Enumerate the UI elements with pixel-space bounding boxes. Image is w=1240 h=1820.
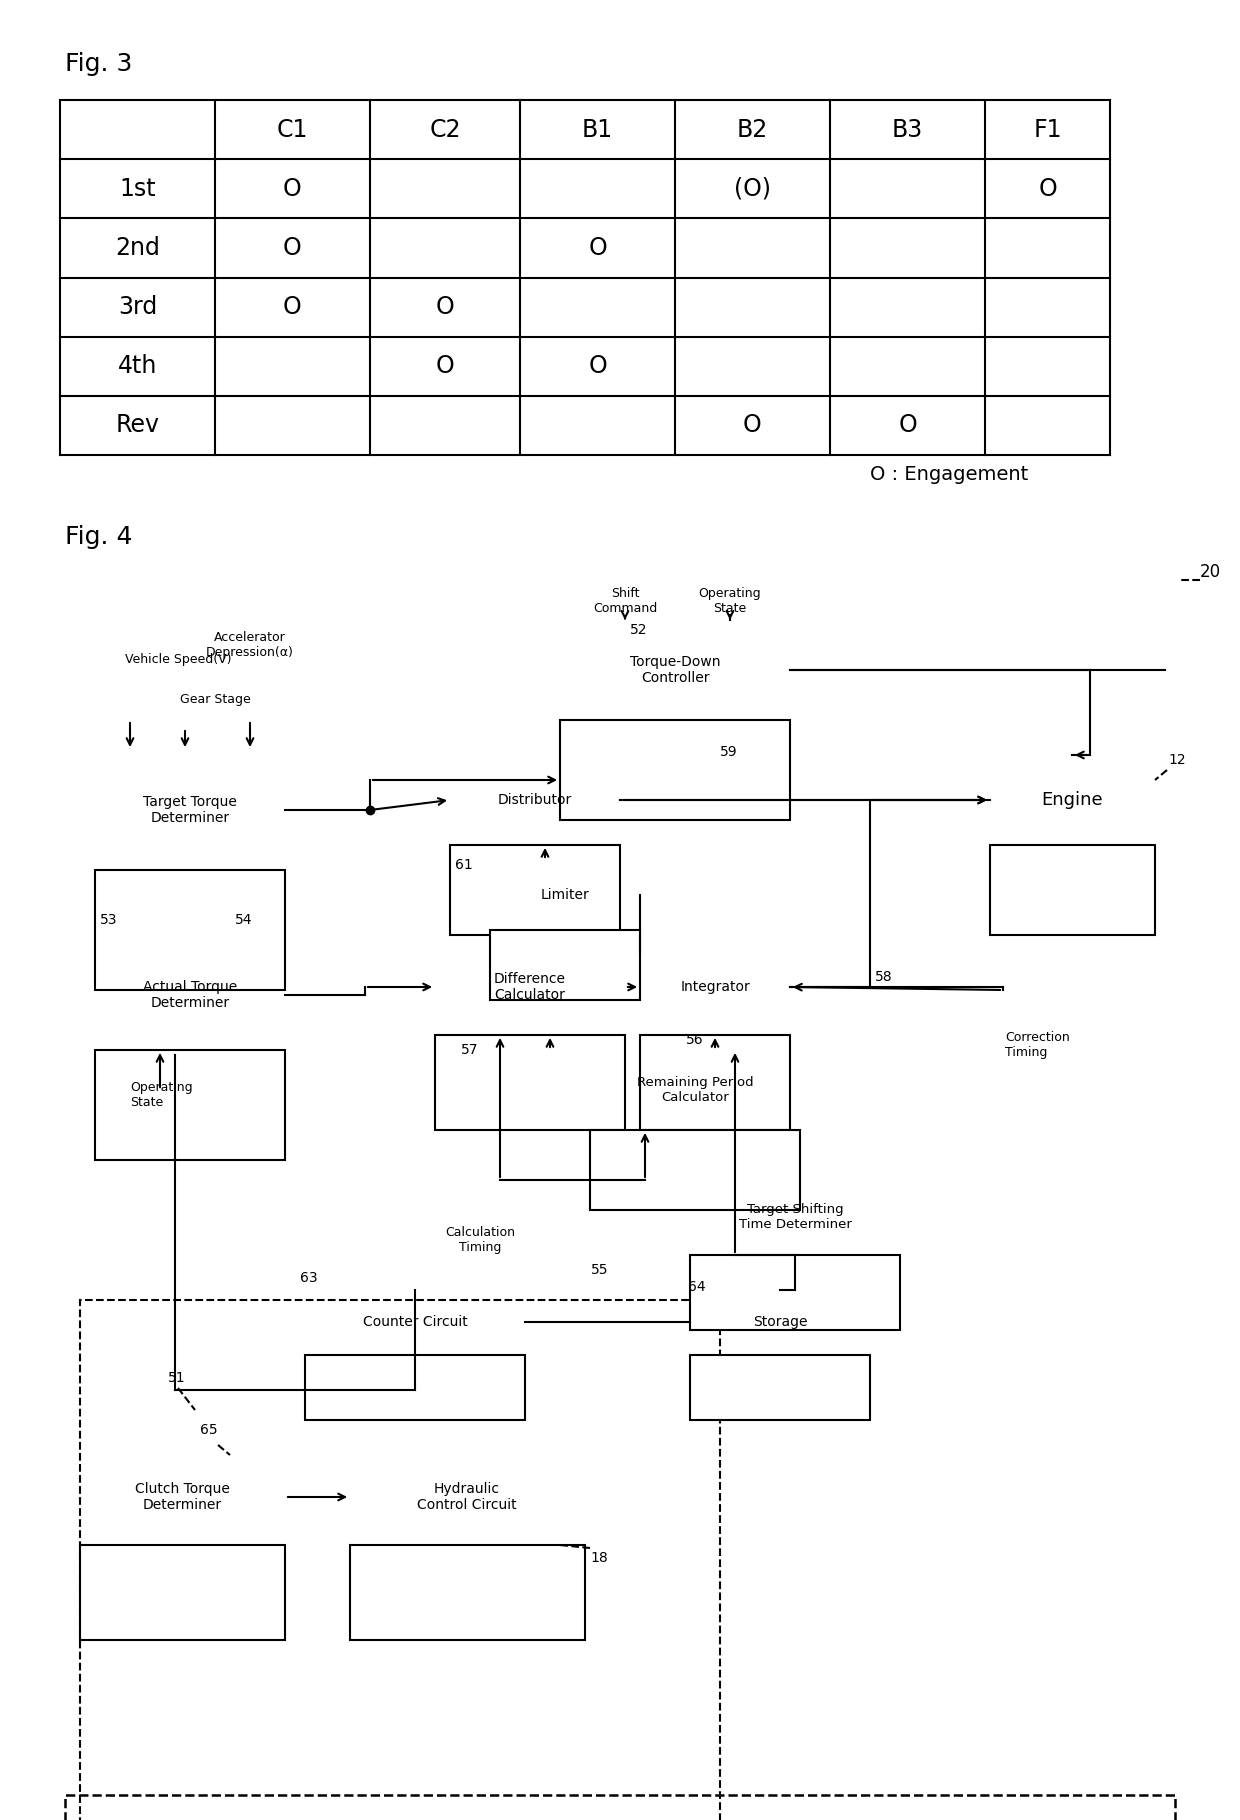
Text: 18: 18 <box>590 1551 608 1565</box>
Text: 4th: 4th <box>118 355 157 379</box>
Text: 20: 20 <box>1200 562 1221 581</box>
Text: 2nd: 2nd <box>115 237 160 260</box>
Text: 58: 58 <box>875 970 893 985</box>
Text: C2: C2 <box>429 118 461 142</box>
Text: O: O <box>283 177 301 200</box>
Bar <box>95 1050 285 1159</box>
Text: Correction
Timing: Correction Timing <box>1004 1030 1070 1059</box>
Text: Counter Circuit: Counter Circuit <box>362 1316 467 1329</box>
Text: 52: 52 <box>630 622 647 637</box>
Bar <box>689 1256 900 1330</box>
Text: 56: 56 <box>686 1034 704 1046</box>
Text: O: O <box>588 237 606 260</box>
Text: Torque-Down
Controller: Torque-Down Controller <box>630 655 720 684</box>
Bar <box>435 1036 625 1130</box>
Text: O: O <box>743 413 761 437</box>
Bar <box>990 844 1154 935</box>
Text: Actual Torque
Determiner: Actual Torque Determiner <box>143 979 237 1010</box>
Bar <box>450 844 620 935</box>
Text: 57: 57 <box>461 1043 479 1057</box>
Text: Operating
State: Operating State <box>130 1081 192 1108</box>
Text: Remaining Period
Calculator: Remaining Period Calculator <box>636 1076 754 1105</box>
Bar <box>590 1130 800 1210</box>
Text: O: O <box>283 237 301 260</box>
Text: O: O <box>283 295 301 318</box>
Text: O : Engagement: O : Engagement <box>870 466 1028 484</box>
Text: 61: 61 <box>455 857 472 872</box>
Text: Engine: Engine <box>1042 792 1102 810</box>
Text: O: O <box>435 295 454 318</box>
Text: Hydraulic
Control Circuit: Hydraulic Control Circuit <box>417 1481 517 1512</box>
Text: Fig. 3: Fig. 3 <box>64 53 133 76</box>
Text: Limiter: Limiter <box>541 888 589 903</box>
Text: Target Torque
Determiner: Target Torque Determiner <box>143 795 237 824</box>
Text: Operating
State: Operating State <box>698 588 761 615</box>
Text: Difference
Calculator: Difference Calculator <box>494 972 565 1003</box>
Text: 65: 65 <box>200 1423 218 1438</box>
Text: Fig. 4: Fig. 4 <box>64 524 133 550</box>
Bar <box>560 721 790 821</box>
Bar <box>95 870 285 990</box>
Text: Clutch Torque
Determiner: Clutch Torque Determiner <box>135 1481 229 1512</box>
Text: 51: 51 <box>167 1370 186 1385</box>
Text: Target Shifting
Time Determiner: Target Shifting Time Determiner <box>739 1203 852 1230</box>
Bar <box>305 1356 525 1420</box>
Text: Shift
Command: Shift Command <box>593 588 657 615</box>
Text: C1: C1 <box>277 118 309 142</box>
Text: 3rd: 3rd <box>118 295 157 318</box>
Text: O: O <box>588 355 606 379</box>
Text: 1st: 1st <box>119 177 156 200</box>
Text: 54: 54 <box>236 914 253 926</box>
Text: 53: 53 <box>100 914 118 926</box>
Text: B1: B1 <box>582 118 613 142</box>
Text: 63: 63 <box>300 1270 317 1285</box>
Bar <box>689 1356 870 1420</box>
Text: F1: F1 <box>1033 118 1061 142</box>
Text: Gear Stage: Gear Stage <box>180 693 250 706</box>
Bar <box>81 1299 720 1820</box>
Text: (O): (O) <box>734 177 771 200</box>
Text: Storage: Storage <box>753 1316 807 1329</box>
Text: Vehicle Speed(V): Vehicle Speed(V) <box>125 653 232 666</box>
Text: Distributor: Distributor <box>498 794 572 806</box>
Text: O: O <box>898 413 916 437</box>
Text: 12: 12 <box>1168 753 1185 766</box>
Text: B2: B2 <box>737 118 768 142</box>
Text: 59: 59 <box>720 744 738 759</box>
Text: O: O <box>435 355 454 379</box>
Text: B3: B3 <box>892 118 923 142</box>
Text: Integrator: Integrator <box>680 979 750 994</box>
Text: 55: 55 <box>591 1263 609 1278</box>
Bar <box>64 1795 1176 1820</box>
Text: 64: 64 <box>688 1279 706 1294</box>
Bar <box>490 930 640 999</box>
Text: O: O <box>1038 177 1056 200</box>
Text: Accelerator
Depression(α): Accelerator Depression(α) <box>206 632 294 659</box>
Bar <box>81 1545 285 1640</box>
Bar <box>350 1545 585 1640</box>
Text: Calculation
Timing: Calculation Timing <box>445 1227 515 1254</box>
Text: Rev: Rev <box>115 413 160 437</box>
Bar <box>640 1036 790 1130</box>
